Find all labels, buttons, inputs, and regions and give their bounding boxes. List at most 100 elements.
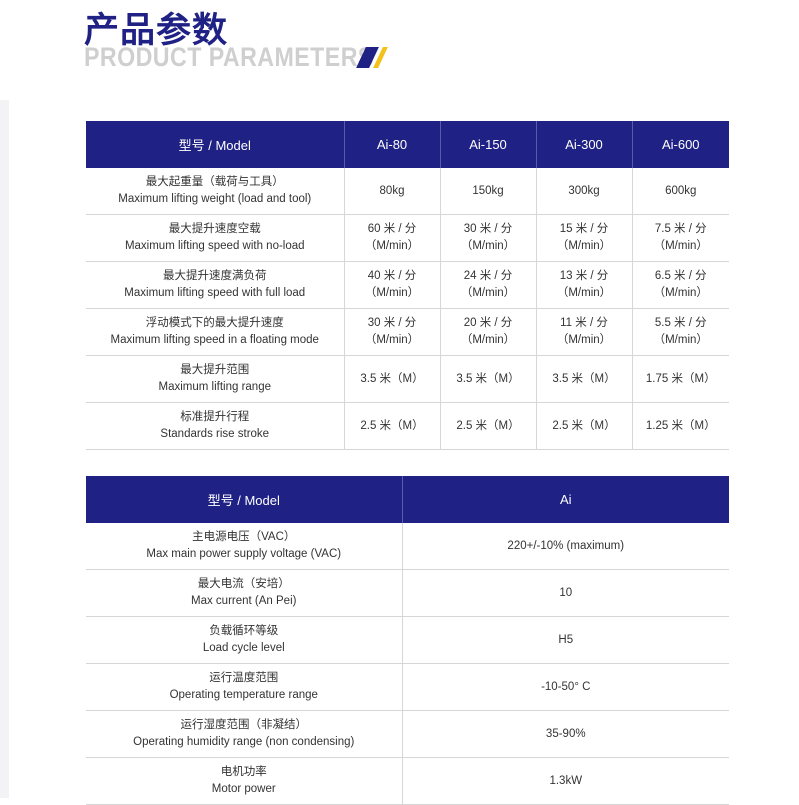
parameter-label-cn: 最大电流（安培） <box>197 578 290 590</box>
table-row: 运行湿度范围（非凝结） Operating humidity range (non… <box>86 710 729 758</box>
value-line: 20 米 / 分 <box>463 317 513 329</box>
parameter-label: 运行温度范围 Operating temperature range <box>86 663 403 711</box>
value-line: （M/min） <box>364 334 420 346</box>
parameter-label-cn: 运行湿度范围（非凝结） <box>180 719 308 731</box>
value-line: 40 米 / 分 <box>367 270 417 282</box>
value-line: （M/min） <box>556 334 612 346</box>
parameter-label-en: Maximum lifting range <box>158 381 271 393</box>
value-cell: 20 米 / 分 （M/min） <box>440 308 537 356</box>
parameter-label: 最大提升速度满负荷 Maximum lifting speed with full… <box>86 261 345 309</box>
value-cell: 1.75 米（M） <box>632 355 729 403</box>
value-line: 13 米 / 分 <box>559 270 609 282</box>
value-line: 30 米 / 分 <box>463 223 513 235</box>
parameter-label: 运行湿度范围（非凝结） Operating humidity range (non… <box>86 710 403 758</box>
parameter-label: 最大提升范围 Maximum lifting range <box>86 355 345 403</box>
table-row: 主电源电压（VAC） Max main power supply voltage … <box>86 523 729 570</box>
value-line: 600kg <box>665 184 697 197</box>
parameter-label-en: Motor power <box>211 783 276 795</box>
value-line: 11 米 / 分 <box>560 317 608 329</box>
parameter-label-cn: 最大提升范围 <box>180 364 250 376</box>
parameter-label-en: Maximum lifting speed with no-load <box>124 240 305 252</box>
value-cell: 80kg <box>344 168 441 215</box>
page-subtitle: PRODUCT PARAMETERS <box>84 42 374 72</box>
value-cell: 7.5 米 / 分 （M/min） <box>632 214 729 262</box>
column-header: Ai <box>402 476 729 523</box>
value-line: （M/min） <box>364 287 420 299</box>
value-cell: H5 <box>402 616 729 664</box>
parameter-label-cn: 主电源电压（VAC） <box>192 531 296 543</box>
parameter-label: 标准提升行程 Standards rise stroke <box>86 402 345 450</box>
value-cell: 2.5 米（M） <box>536 402 633 450</box>
parameter-label-en: Load cycle level <box>202 642 285 654</box>
value-line: 24 米 / 分 <box>463 270 513 282</box>
value-line: 150kg <box>472 184 504 197</box>
value-line: 60 米 / 分 <box>367 223 417 235</box>
table-row: 最大起重量（载荷与工具） Maximum lifting weight (load… <box>86 168 729 215</box>
parameter-label: 负载循环等级 Load cycle level <box>86 616 403 664</box>
electrical-parameters-table: 型号 / Model Ai 主电源电压（VAC） Max main power sup… <box>86 476 729 805</box>
value-cell: 10 <box>402 569 729 617</box>
value-line: 15 米 / 分 <box>559 223 609 235</box>
parameter-label: 电机功率 Motor power <box>86 757 403 805</box>
table-row: 浮动模式下的最大提升速度 Maximum lifting speed in a f… <box>86 308 729 356</box>
value-cell: 3.5 米（M） <box>440 355 537 403</box>
parameter-label: 浮动模式下的最大提升速度 Maximum lifting speed in a f… <box>86 308 345 356</box>
parameter-label: 最大提升速度空载 Maximum lifting speed with no-lo… <box>86 214 345 262</box>
table-row: 最大提升速度空载 Maximum lifting speed with no-lo… <box>86 214 729 262</box>
value-line: 2.5 米（M） <box>456 419 520 432</box>
value-cell: 220+/-10% (maximum) <box>402 523 729 570</box>
parameter-label-cn: 浮动模式下的最大提升速度 <box>145 317 284 329</box>
table-row: 电机功率 Motor power 1.3kW <box>86 757 729 805</box>
value-cell: 24 米 / 分 （M/min） <box>440 261 537 309</box>
value-line: 6.5 米 / 分 <box>654 270 707 282</box>
column-header: Ai-150 <box>440 121 537 168</box>
value-cell: 600kg <box>632 168 729 215</box>
page-title: 产品参数 <box>84 11 229 51</box>
value-line: 80kg <box>379 184 405 197</box>
column-header: Ai-600 <box>632 121 729 168</box>
value-line: （M/min） <box>460 240 516 252</box>
parameter-label-cn: 运行温度范围 <box>209 672 279 684</box>
column-header: 型号 / Model <box>86 121 345 168</box>
parameter-label-en: Max current (An Pei) <box>191 595 297 607</box>
value-line: 2.5 米（M） <box>552 419 616 432</box>
table-row: 最大提升速度满负荷 Maximum lifting speed with full… <box>86 261 729 309</box>
value-line: 7.5 米 / 分 <box>654 223 707 235</box>
parameter-label-cn: 最大起重量（载荷与工具） <box>145 176 284 188</box>
parameter-label: 最大电流（安培） Max current (An Pei) <box>86 569 403 617</box>
parameter-label-en: Standards rise stroke <box>160 428 270 440</box>
value-cell: 2.5 米（M） <box>440 402 537 450</box>
value-line: 1.75 米（M） <box>645 372 716 385</box>
parameter-label-cn: 电机功率 <box>220 766 267 778</box>
parameter-label-cn: 负载循环等级 <box>209 625 279 637</box>
value-cell: 15 米 / 分 （M/min） <box>536 214 633 262</box>
value-line: （M/min） <box>364 240 420 252</box>
value-line: （M/min） <box>653 240 708 252</box>
parameter-label: 主电源电压（VAC） Max main power supply voltage … <box>86 523 403 570</box>
value-line: 5.5 米 / 分 <box>654 317 707 329</box>
parameter-label-cn: 标准提升行程 <box>180 411 250 423</box>
value-cell: 13 米 / 分 （M/min） <box>536 261 633 309</box>
parameter-label-en: Maximum lifting speed in a floating mode <box>110 334 319 346</box>
value-line: 300kg <box>568 184 600 197</box>
value-line: 3.5 米（M） <box>360 372 424 385</box>
model-parameters-table: 型号 / Model Ai-80 Ai-150 Ai-300 Ai-600 最大起重量（载… <box>86 121 729 450</box>
value-cell: 6.5 米 / 分 （M/min） <box>632 261 729 309</box>
value-cell: 60 米 / 分 （M/min） <box>344 214 441 262</box>
value-line: （M/min） <box>556 240 612 252</box>
parameter-label-cn: 最大提升速度满负荷 <box>163 270 267 282</box>
value-cell: 11 米 / 分 （M/min） <box>536 308 633 356</box>
value-line: （M/min） <box>460 287 516 299</box>
value-line: 1.25 米（M） <box>645 419 716 432</box>
value-cell: 2.5 米（M） <box>344 402 441 450</box>
value-cell: 300kg <box>536 168 633 215</box>
value-cell: 40 米 / 分 （M/min） <box>344 261 441 309</box>
parameter-label-en: Operating temperature range <box>169 689 318 701</box>
value-cell: 1.25 米（M） <box>632 402 729 450</box>
parameter-label-en: Maximum lifting weight (load and tool) <box>118 193 312 205</box>
value-line: （M/min） <box>460 334 516 346</box>
table-row: 最大电流（安培） Max current (An Pei) 10 <box>86 569 729 617</box>
parameter-label-en: Maximum lifting speed with full load <box>124 287 306 299</box>
table-row: 标准提升行程 Standards rise stroke 2.5 米（M） 2.5 米… <box>86 402 729 450</box>
column-header: Ai-300 <box>536 121 633 168</box>
